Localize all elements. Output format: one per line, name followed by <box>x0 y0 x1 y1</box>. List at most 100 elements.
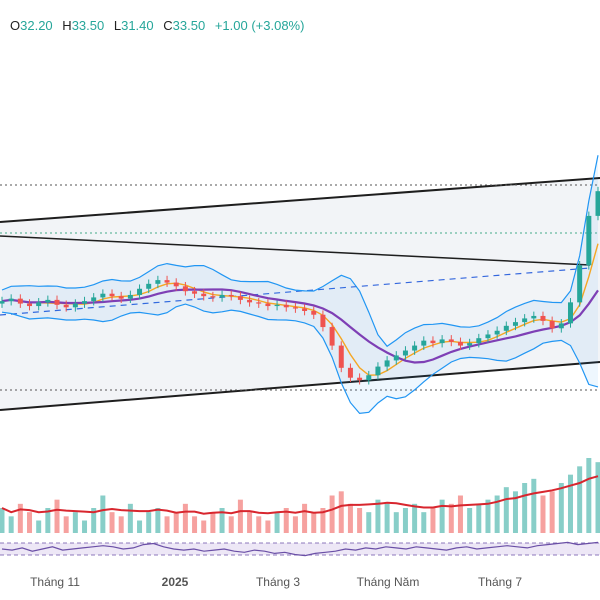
volume-bar <box>311 512 317 533</box>
candle-body <box>0 301 5 304</box>
volume-bar <box>430 508 436 533</box>
candle-body <box>485 334 491 339</box>
candle-body <box>127 294 133 299</box>
volume-bar <box>274 512 280 533</box>
volume-bar <box>375 499 381 533</box>
volume-bar <box>366 512 372 533</box>
candle-body <box>247 299 253 303</box>
candle-body <box>522 318 528 323</box>
volume-bar <box>320 508 326 533</box>
candle-body <box>448 339 454 342</box>
open-label: O <box>10 18 20 33</box>
volume-bar <box>201 520 207 533</box>
volume-ma-line <box>1 475 599 515</box>
volume-bar <box>512 491 518 533</box>
volume-bar <box>558 483 564 533</box>
candles <box>0 186 600 385</box>
volume-bar <box>439 499 445 533</box>
bollinger-fill <box>2 155 598 414</box>
volume-bar <box>412 503 418 533</box>
candle-body <box>503 325 509 331</box>
candle-body <box>467 343 473 346</box>
candle-body <box>146 283 152 289</box>
candle-body <box>457 341 463 346</box>
ma-fast-line <box>1 243 599 376</box>
ohlc-legend: O32.20 H33.50 L31.40 C33.50 +1.00 (+3.08… <box>10 18 304 33</box>
volume-bar <box>347 503 353 533</box>
volume-bar <box>421 512 427 533</box>
candle-body <box>8 298 14 302</box>
change-value: +1.00 (+3.08%) <box>215 18 305 33</box>
volume-bar <box>127 503 133 533</box>
candle-body <box>228 294 234 297</box>
volume-bar <box>302 503 308 533</box>
candle-body <box>182 286 188 292</box>
candle-body <box>36 302 42 307</box>
x-tick-label: Tháng 3 <box>256 575 300 589</box>
candle-body <box>311 311 317 315</box>
volume-bar <box>357 508 363 533</box>
volume-bar <box>146 512 152 533</box>
volume-bar <box>256 516 262 533</box>
close-value: 33.50 <box>173 18 206 33</box>
candle-body <box>375 366 381 376</box>
candle-body <box>283 304 289 308</box>
candle-body <box>265 303 271 307</box>
volume-bar <box>476 503 482 533</box>
volume-bar <box>36 520 42 533</box>
candle-body <box>558 323 564 329</box>
candle-body <box>91 297 97 302</box>
close-label: C <box>163 18 172 33</box>
x-tick-label: Tháng 11 <box>30 575 80 589</box>
volume-bar <box>182 503 188 533</box>
volume-bar <box>283 508 289 533</box>
volume-bar <box>292 516 298 533</box>
candle-body <box>595 191 600 216</box>
candle-body <box>63 304 69 308</box>
candle-body <box>27 303 33 307</box>
candle-body <box>256 302 262 304</box>
candle-body <box>302 308 308 311</box>
candle-body <box>192 291 198 294</box>
volume-bar <box>118 516 124 533</box>
candle-body <box>439 339 445 344</box>
volume-bar <box>173 512 179 533</box>
volume-bar <box>237 499 243 533</box>
candle-body <box>338 345 344 368</box>
volume-bar <box>27 512 33 533</box>
volume-bar <box>485 499 491 533</box>
candle-body <box>118 296 124 299</box>
candle-body <box>17 298 23 304</box>
volume-bar <box>72 512 78 533</box>
candle-body <box>577 265 583 303</box>
ma-slow-line <box>1 288 599 364</box>
bollinger-bands <box>1 155 599 415</box>
candle-body <box>347 367 353 378</box>
candle-body <box>567 302 573 324</box>
volume-bar <box>100 495 106 533</box>
volume-bar <box>393 512 399 533</box>
candle-body <box>82 301 88 304</box>
candle-body <box>366 375 372 381</box>
volume-bar <box>82 520 88 533</box>
candle-body <box>531 315 537 319</box>
candle-body <box>549 320 555 329</box>
candle-body <box>329 327 335 346</box>
volume-bar <box>45 508 51 533</box>
volume-bar <box>164 516 170 533</box>
volume-bar <box>567 474 573 533</box>
candle-body <box>137 288 143 295</box>
candle-body <box>402 350 408 356</box>
volume-bar <box>503 487 509 533</box>
volume-bar <box>63 516 69 533</box>
candle-body <box>45 299 51 303</box>
volume-bar <box>402 508 408 533</box>
candle-body <box>109 293 115 297</box>
bollinger-lower <box>1 303 599 415</box>
candle-body <box>237 296 243 300</box>
volume-bar <box>91 508 97 533</box>
candle-body <box>357 377 363 381</box>
candle-body <box>384 360 390 367</box>
candle-body <box>540 315 546 321</box>
candle-body <box>274 304 280 307</box>
